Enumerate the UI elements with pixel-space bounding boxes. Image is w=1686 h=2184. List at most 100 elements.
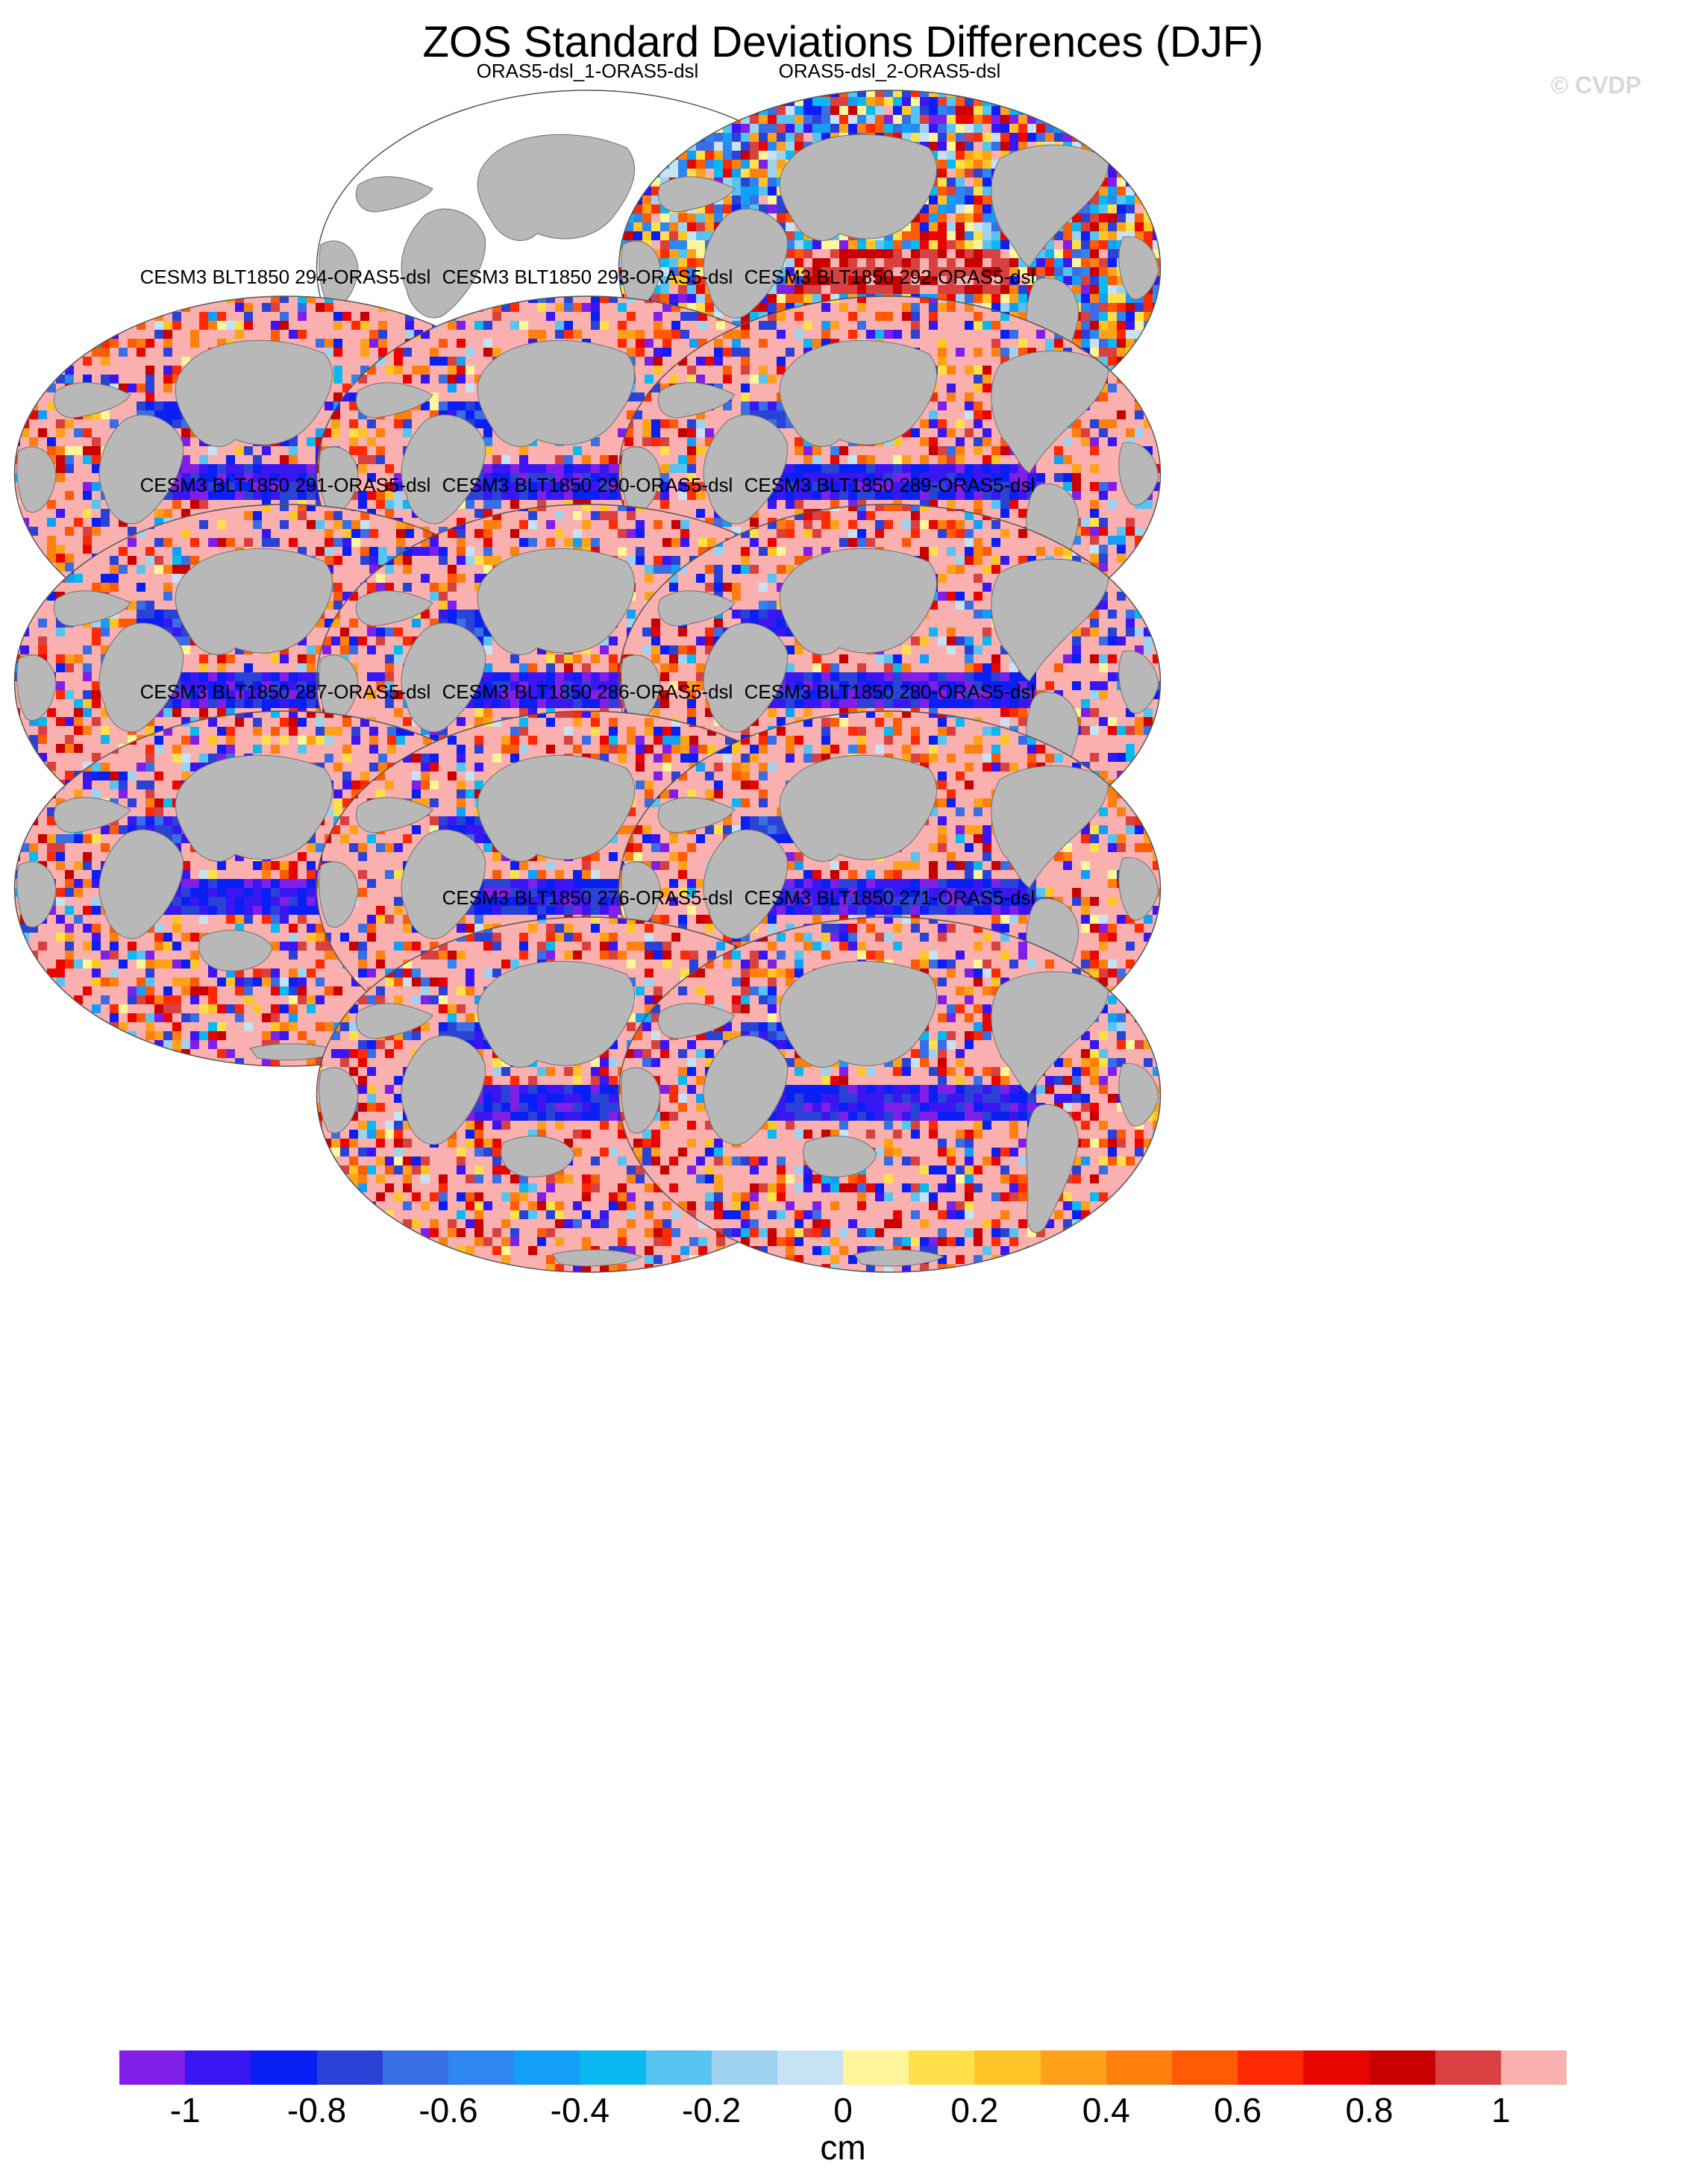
colorbar-swatch: [316, 2050, 383, 2085]
landmass: [991, 971, 1109, 1095]
colorbar-tick-label: -0.4: [550, 2091, 609, 2130]
landmass: [319, 446, 359, 513]
panel-title: CESM3 BLT1850 280-ORAS5-dsl: [744, 680, 1035, 703]
landmass: [803, 1136, 877, 1177]
landmass: [1118, 442, 1159, 506]
panel-title: CESM3 BLT1850 291-ORAS5-dsl: [140, 474, 431, 496]
landmass: [1118, 650, 1159, 714]
landmass: [477, 960, 635, 1068]
landmass: [853, 1249, 945, 1267]
landmass: [355, 590, 433, 627]
landmass: [657, 1003, 736, 1039]
landmass: [621, 654, 661, 722]
landmass: [779, 754, 937, 862]
landmass: [98, 829, 184, 939]
colorbar-tick-label: 1: [1491, 2091, 1511, 2130]
landmass: [175, 548, 333, 655]
colorbar-swatch: [711, 2050, 777, 2085]
colorbar-swatch: [119, 2050, 186, 2085]
panel-title: CESM3 BLT1850 290-ORAS5-dsl: [442, 474, 733, 496]
colorbar-swatch: [382, 2050, 448, 2085]
landmass: [657, 176, 736, 213]
landmass: [16, 861, 57, 928]
landmass: [703, 622, 789, 733]
landmass: [319, 654, 359, 722]
landmass: [703, 829, 789, 939]
landmass: [355, 176, 433, 213]
landmass: [703, 208, 789, 319]
world-map: [618, 916, 1162, 1273]
landmass: [703, 414, 789, 525]
colorbar-swatch: [1172, 2050, 1238, 2085]
panel-title: CESM3 BLT1850 293-ORAS5-dsl: [442, 266, 733, 288]
colorbar-swatch: [1369, 2050, 1435, 2085]
landmass: [401, 414, 486, 525]
colorbar-tick-label: -0.2: [681, 2091, 742, 2130]
landmass: [1026, 1104, 1079, 1233]
colorbar-swatch: [580, 2050, 646, 2085]
panel-title: ORAS5-dsl_2-ORAS5-dsl: [778, 60, 1001, 82]
colorbar-ticks: -1 -0.8 -0.6 -0.4 -0.2 0 0.2 0.4 0.6 0.8 1: [0, 2089, 1686, 2134]
colorbar-swatch: [1435, 2050, 1501, 2085]
landmass: [401, 829, 486, 939]
panel-title: ORAS5-dsl_1-ORAS5-dsl: [476, 60, 699, 82]
colorbar-swatch: [448, 2050, 515, 2085]
panel-title: CESM3 BLT1850 292-ORAS5-dsl: [744, 266, 1035, 288]
panel-title: CESM3 BLT1850 286-ORAS5-dsl: [442, 680, 733, 703]
landmass: [355, 382, 433, 419]
landmass: [355, 797, 433, 833]
landmass: [657, 797, 736, 833]
colorbar-units-label: cm: [820, 2128, 866, 2167]
panel-title: CESM3 BLT1850 276-ORAS5-dsl: [442, 886, 733, 909]
colorbar-swatch: [909, 2050, 975, 2085]
landmass: [401, 1035, 486, 1145]
colorbar-tick-label: 0: [833, 2091, 853, 2130]
colorbar-tick-label: 0.8: [1345, 2091, 1394, 2130]
landmass: [16, 654, 57, 722]
landmass: [477, 754, 635, 862]
landmass: [621, 1067, 661, 1134]
landmass: [319, 1067, 359, 1134]
colorbar-swatch: [777, 2050, 844, 2085]
landmass: [98, 622, 184, 733]
landmass: [551, 1249, 643, 1267]
colorbar: [119, 2050, 1567, 2085]
colorbar-swatch: [1106, 2050, 1172, 2085]
panel-title: CESM3 BLT1850 287-ORAS5-dsl: [140, 680, 431, 703]
landmass: [53, 590, 131, 627]
map-outline: [618, 916, 1162, 1273]
landmass: [175, 340, 333, 447]
landmass: [657, 590, 736, 627]
landmass: [198, 930, 273, 971]
panel-title: CESM3 BLT1850 294-ORAS5-dsl: [140, 266, 431, 288]
landmass: [1118, 857, 1159, 921]
colorbar-swatch: [974, 2050, 1041, 2085]
landmass: [401, 208, 486, 319]
landmass: [1118, 236, 1159, 300]
landmass: [477, 134, 635, 241]
landmass: [991, 350, 1109, 474]
landmass: [53, 382, 131, 419]
landmass: [16, 446, 57, 513]
landmass: [319, 861, 359, 928]
colorbar-swatch: [185, 2050, 251, 2085]
colorbar-swatch: [251, 2050, 317, 2085]
colorbar-tick-label: 0.6: [1214, 2091, 1262, 2130]
landmass: [98, 414, 184, 525]
colorbar-tick-label: -0.8: [286, 2091, 347, 2130]
colorbar-swatch: [645, 2050, 712, 2085]
figure-title: ZOS Standard Deviations Differences (DJF…: [422, 18, 1264, 66]
colorbar-tick-label: -0.6: [419, 2091, 478, 2130]
colorbar-swatch: [514, 2050, 580, 2085]
landmass: [779, 340, 937, 447]
landmass: [477, 340, 635, 447]
landmass: [621, 446, 661, 513]
landmass: [501, 1136, 575, 1177]
colorbar-swatch: [1303, 2050, 1370, 2085]
landmass: [991, 144, 1109, 268]
landmass: [477, 548, 635, 655]
colorbar-swatch: [1040, 2050, 1106, 2085]
colorbar-swatch: [843, 2050, 909, 2085]
colorbar-tick-label: 0.4: [1082, 2091, 1130, 2130]
landmass: [991, 558, 1109, 682]
